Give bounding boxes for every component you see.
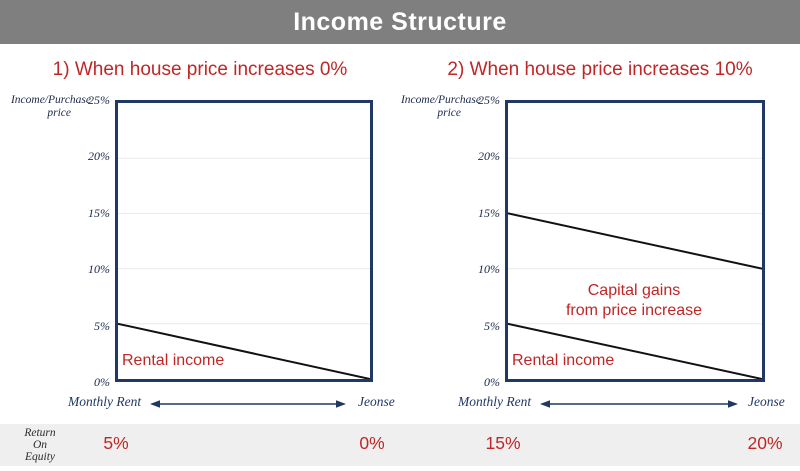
y-tick: 5% <box>484 319 500 333</box>
panel-subtitle: 2) When house price increases 10% <box>447 59 753 80</box>
rental-income-label: Rental income <box>122 352 225 369</box>
y-tick: 0% <box>484 375 500 389</box>
y-tick: 20% <box>478 149 500 163</box>
roe-value-monthly-rent-left: 5% <box>103 433 129 453</box>
roe-value-jeonse-left: 0% <box>359 433 385 453</box>
y-axis-title-line2: price <box>437 107 461 119</box>
x-axis-arrow <box>150 400 346 408</box>
y-axis-title-line1: Income/Purchase <box>10 94 91 106</box>
chart-canvas <box>508 103 762 379</box>
capital-gains-label-line1: Capital gains <box>587 282 681 299</box>
y-axis-title: Income/Purchase price <box>390 94 481 120</box>
y-tick: 15% <box>88 206 110 220</box>
roe-band: Return On Equity 5% 0% 15% 20% <box>0 424 800 466</box>
roe-value-monthly-rent-right: 15% <box>485 433 521 453</box>
monthly-rent-label: Monthly Rent <box>68 394 142 409</box>
roe-header-line3: Equity <box>24 451 56 463</box>
page-title: Income Structure <box>0 0 800 44</box>
y-tick: 5% <box>94 319 110 333</box>
jeonse-label: Jeonse <box>358 394 395 409</box>
roe-header: Return On Equity <box>10 427 70 463</box>
monthly-rent-label: Monthly Rent <box>458 394 532 409</box>
jeonse-label: Jeonse <box>748 394 785 409</box>
plot-area <box>505 100 765 382</box>
y-axis-title-line1: Income/Purchase <box>400 94 481 106</box>
y-tick: 25% <box>88 93 110 107</box>
x-axis-arrow <box>540 400 738 408</box>
y-tick: 10% <box>478 262 500 276</box>
capital-gains-label: Capital gains from price increase <box>534 281 734 321</box>
chart-canvas <box>118 103 370 379</box>
roe-value-jeonse-right: 20% <box>747 433 783 453</box>
rental-income-label: Rental income <box>512 352 615 369</box>
y-axis-title: Income/Purchase price <box>0 94 91 120</box>
y-axis-title-line2: price <box>47 107 71 119</box>
y-tick: 15% <box>478 206 500 220</box>
y-tick: 25% <box>478 93 500 107</box>
roe-header-line2: On <box>32 439 48 451</box>
roe-header-line1: Return <box>24 427 56 439</box>
y-tick: 20% <box>88 149 110 163</box>
plot-area <box>115 100 373 382</box>
y-tick: 0% <box>94 375 110 389</box>
y-tick: 10% <box>88 262 110 276</box>
panel-subtitle: 1) When house price increases 0% <box>52 59 348 80</box>
capital-gains-label-line2: from price increase <box>565 302 703 319</box>
